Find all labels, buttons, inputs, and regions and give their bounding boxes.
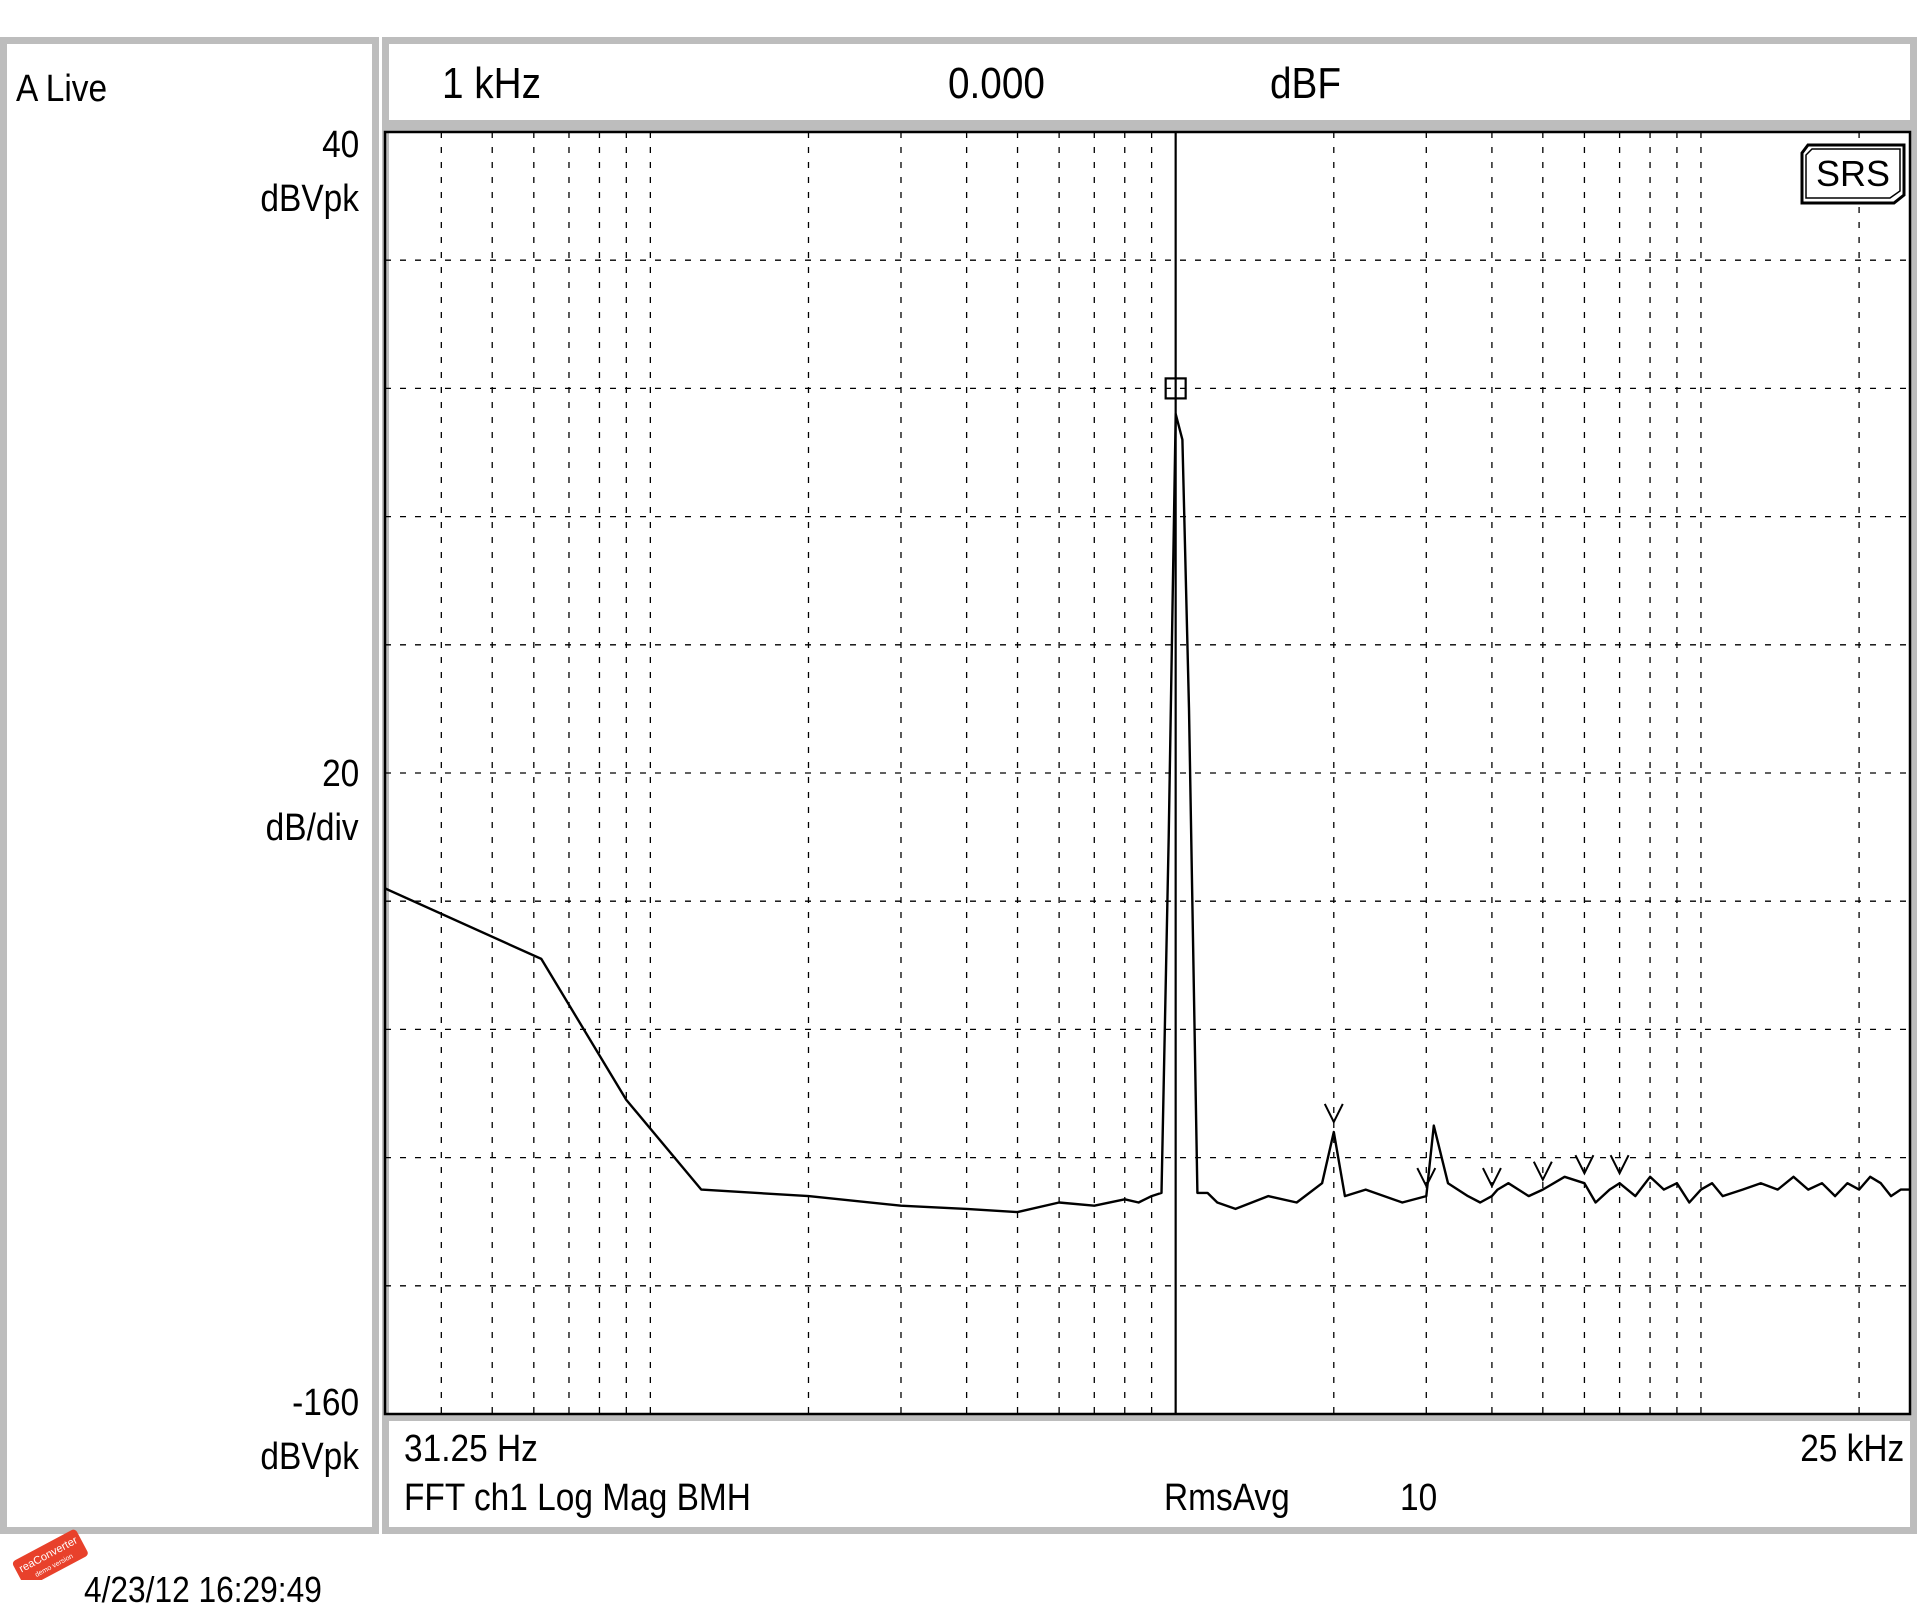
srs-logo: SRS [1800, 143, 1906, 205]
y-top-value: 40 [321, 124, 359, 166]
spur-marker-7 [1609, 1154, 1630, 1176]
y-bottom-unit: dBVpk [260, 1436, 359, 1478]
spur-marker-3 [1416, 1167, 1437, 1189]
y-mid-value: 20 [321, 753, 359, 795]
measurement-type: FFT ch1 Log Mag BMH [404, 1477, 751, 1519]
spur-marker-4 [1482, 1167, 1502, 1189]
marker-frequency: 1 kHz [442, 59, 541, 108]
spur-marker-2 [1323, 1103, 1344, 1125]
srs-logo-text: SRS [1816, 153, 1890, 194]
marker-unit: dBF [1270, 59, 1342, 108]
marker-value: 0.000 [948, 59, 1045, 108]
stop-frequency: 25 kHz [1799, 1428, 1904, 1470]
timestamp: 4/23/12 16:29:49 [84, 1569, 322, 1610]
reaconverter-watermark: reaConverter demo version [12, 1529, 88, 1580]
y-scale-per-div: dB/div [266, 807, 359, 849]
average-mode: RmsAvg [1164, 1477, 1290, 1519]
spur-marker-5 [1532, 1161, 1553, 1182]
spur-marker-6 [1574, 1154, 1595, 1176]
peak-marker [1164, 377, 1187, 400]
marker-readout-bar [382, 37, 1917, 127]
start-frequency: 31.25 Hz [404, 1428, 538, 1470]
average-count: 10 [1400, 1477, 1438, 1519]
spectrum-trace [384, 412, 1910, 1214]
trace-label: A Live [16, 68, 108, 110]
y-bottom-value: -160 [292, 1382, 359, 1424]
left-scale-panel [0, 37, 379, 1534]
y-top-unit: dBVpk [260, 178, 359, 220]
